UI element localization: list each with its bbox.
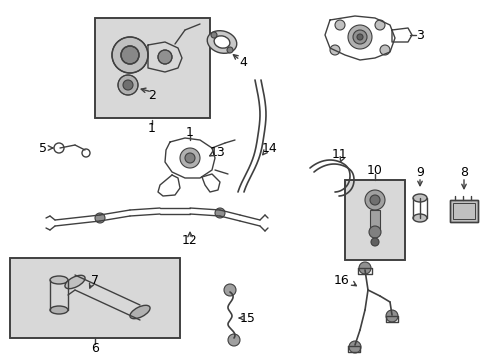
Circle shape — [334, 20, 345, 30]
Bar — [345, 180, 404, 260]
Text: 16: 16 — [333, 274, 349, 287]
Ellipse shape — [214, 36, 229, 48]
Circle shape — [226, 47, 232, 53]
Text: 1: 1 — [185, 126, 194, 139]
Circle shape — [121, 46, 139, 64]
Circle shape — [356, 34, 362, 40]
Text: 9: 9 — [415, 166, 423, 179]
Circle shape — [379, 45, 389, 55]
Text: 6: 6 — [91, 342, 99, 355]
Circle shape — [180, 148, 200, 168]
Circle shape — [227, 334, 240, 346]
Bar — [95, 18, 209, 118]
Circle shape — [224, 284, 236, 296]
Text: 8: 8 — [459, 166, 467, 179]
Bar — [10, 258, 180, 338]
Bar — [449, 200, 477, 222]
Circle shape — [123, 80, 133, 90]
Bar — [95, 18, 209, 118]
Bar — [452, 203, 474, 219]
Ellipse shape — [207, 31, 236, 53]
Circle shape — [352, 30, 366, 44]
Text: 15: 15 — [240, 311, 255, 324]
Circle shape — [95, 213, 105, 223]
Ellipse shape — [65, 275, 85, 289]
Circle shape — [370, 238, 378, 246]
Ellipse shape — [412, 194, 426, 202]
Ellipse shape — [50, 306, 68, 314]
Circle shape — [369, 195, 379, 205]
Circle shape — [210, 32, 217, 38]
Text: 10: 10 — [366, 163, 382, 176]
Circle shape — [347, 25, 371, 49]
Circle shape — [385, 310, 397, 322]
Ellipse shape — [412, 214, 426, 222]
Text: 7: 7 — [91, 274, 99, 287]
Text: 11: 11 — [331, 148, 347, 161]
Bar — [449, 200, 477, 222]
Text: 13: 13 — [210, 145, 225, 158]
Circle shape — [158, 50, 172, 64]
Circle shape — [374, 20, 384, 30]
Bar — [345, 180, 404, 260]
Text: 14: 14 — [262, 141, 277, 154]
Circle shape — [112, 37, 148, 73]
Circle shape — [348, 341, 360, 353]
Circle shape — [118, 75, 138, 95]
Text: 3: 3 — [415, 28, 423, 41]
Bar — [369, 210, 379, 230]
Ellipse shape — [130, 305, 150, 319]
Circle shape — [215, 208, 224, 218]
Circle shape — [364, 190, 384, 210]
Circle shape — [368, 226, 380, 238]
Text: 2: 2 — [148, 89, 156, 102]
Circle shape — [358, 262, 370, 274]
Circle shape — [329, 45, 339, 55]
Bar — [10, 258, 180, 338]
Text: 5: 5 — [39, 141, 47, 154]
Text: 4: 4 — [239, 55, 246, 68]
Ellipse shape — [50, 276, 68, 284]
Text: 12: 12 — [182, 234, 198, 247]
Text: 1: 1 — [148, 122, 156, 135]
Circle shape — [184, 153, 195, 163]
